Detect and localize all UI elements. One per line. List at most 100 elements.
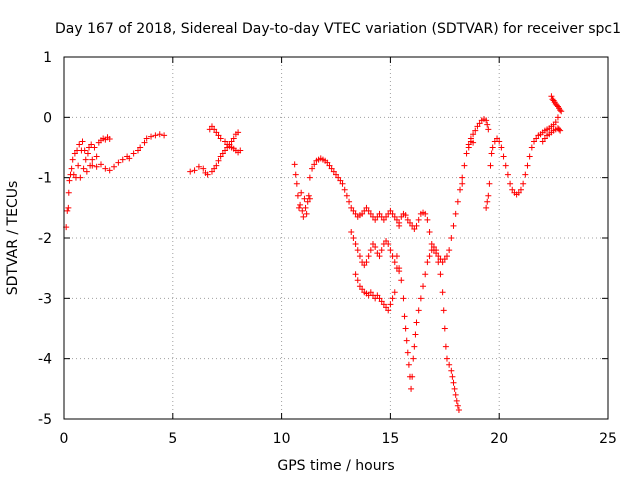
data-point <box>403 337 410 344</box>
data-point <box>213 162 220 169</box>
data-point <box>88 141 95 148</box>
data-point <box>433 247 440 254</box>
data-point <box>70 171 77 178</box>
data-point <box>528 144 535 151</box>
data-point <box>106 167 113 174</box>
data-point <box>348 204 355 211</box>
data-point <box>539 138 546 145</box>
data-point <box>356 253 363 260</box>
data-point <box>483 204 490 211</box>
data-point <box>374 292 381 299</box>
data-point <box>443 253 450 260</box>
data-point <box>211 165 218 172</box>
data-point <box>83 168 90 175</box>
data-point <box>455 406 462 413</box>
data-point <box>411 225 418 232</box>
data-point <box>515 189 522 196</box>
data-point <box>91 144 98 151</box>
data-point <box>426 253 433 260</box>
data-point <box>448 367 455 374</box>
data-point <box>391 213 398 220</box>
data-point <box>552 119 559 126</box>
y-tick-label: 1 <box>43 50 52 66</box>
data-point <box>68 165 75 172</box>
data-point <box>376 210 383 217</box>
data-point <box>215 157 222 164</box>
data-point <box>398 213 405 220</box>
data-point <box>410 355 417 362</box>
data-point <box>402 212 409 219</box>
data-point <box>557 127 564 134</box>
data-point <box>372 244 379 251</box>
data-point <box>452 210 459 217</box>
data-point <box>387 301 394 308</box>
data-point <box>305 192 312 199</box>
data-point <box>359 210 366 217</box>
plot-frame <box>63 56 609 420</box>
data-point <box>143 135 150 142</box>
data-point <box>350 207 357 214</box>
data-point <box>451 385 458 392</box>
data-point <box>389 295 396 302</box>
data-point <box>376 295 383 302</box>
data-point <box>420 283 427 290</box>
data-point <box>237 147 244 154</box>
data-point <box>556 126 563 133</box>
data-point <box>439 289 446 296</box>
data-point <box>494 135 501 142</box>
data-point <box>380 301 387 308</box>
data-point <box>441 256 448 263</box>
data-point <box>531 138 538 145</box>
data-point <box>398 277 405 284</box>
data-point <box>487 162 494 169</box>
data-point <box>213 129 220 136</box>
data-point <box>200 165 207 172</box>
data-point <box>141 139 148 146</box>
data-point <box>483 117 490 124</box>
data-point <box>300 213 307 220</box>
data-point <box>430 244 437 251</box>
data-point <box>442 343 449 350</box>
data-point <box>424 259 431 266</box>
data-point <box>396 265 403 272</box>
data-point <box>217 135 224 142</box>
data-point <box>367 247 374 254</box>
data-point <box>415 307 422 314</box>
data-point <box>424 216 431 223</box>
data-point <box>79 138 86 145</box>
data-point <box>306 195 313 202</box>
data-point <box>297 201 304 208</box>
data-point <box>191 167 198 174</box>
data-point <box>326 162 333 169</box>
data-point <box>401 313 408 320</box>
data-point <box>509 186 516 193</box>
data-point <box>335 174 342 181</box>
data-point <box>324 159 331 166</box>
data-point <box>476 120 483 127</box>
data-point <box>484 198 491 205</box>
data-point <box>413 319 420 326</box>
data-point <box>415 216 422 223</box>
data-point <box>474 123 481 130</box>
data-point <box>130 150 137 157</box>
data-point <box>387 247 394 254</box>
data-point <box>348 228 355 235</box>
x-axis-label: GPS time / hours <box>277 458 394 474</box>
data-point <box>161 132 168 139</box>
data-point <box>111 163 118 170</box>
data-point <box>443 355 450 362</box>
data-point <box>457 186 464 193</box>
data-point <box>548 93 555 100</box>
data-point <box>235 129 242 136</box>
data-point <box>71 150 78 157</box>
data-point <box>102 165 109 172</box>
y-tick-label: -4 <box>38 352 52 368</box>
data-point <box>301 195 308 202</box>
y-tick-label: -3 <box>38 291 52 307</box>
data-point <box>352 241 359 248</box>
data-point <box>296 204 303 211</box>
data-point <box>378 247 385 254</box>
data-point <box>485 126 492 133</box>
